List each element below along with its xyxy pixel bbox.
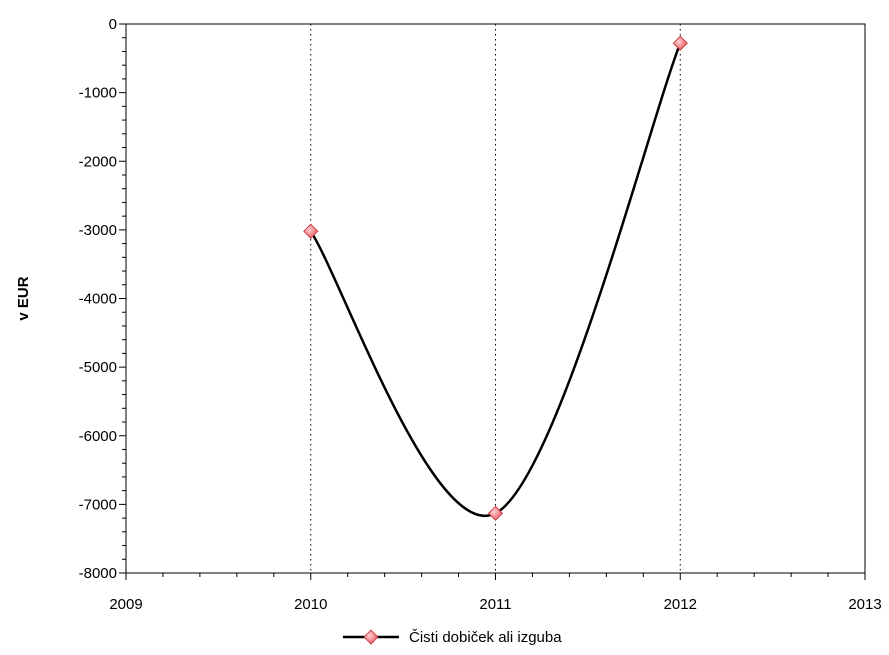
series-layer: [303, 35, 688, 521]
data-point-2010: [303, 223, 319, 239]
y-tick-label: -7000: [79, 496, 117, 513]
y-tick-label: -1000: [79, 85, 117, 102]
data-point-2011: [487, 505, 504, 521]
x-tick-label: 2009: [109, 596, 142, 613]
y-axis-title: v EUR: [15, 276, 32, 320]
x-tick-label: 2011: [479, 596, 511, 613]
y-tick-label: -8000: [79, 565, 117, 582]
plot-area: [125, 23, 866, 574]
grid-layer: [310, 24, 681, 573]
axes: 0 -1000 -2000 -3000 -4000 -5000 -6000 -7000 -800…: [79, 16, 882, 613]
data-point-2012: [672, 35, 688, 51]
x-tick-label: 2010: [294, 596, 327, 613]
legend: Čisti dobiček ali izguba: [343, 629, 562, 646]
y-tick-label: -6000: [79, 428, 117, 445]
legend-marker-diamond: [363, 629, 379, 645]
y-tick-label: -3000: [79, 222, 117, 239]
y-tick-label: -5000: [79, 359, 117, 376]
legend-label: Čisti dobiček ali izguba: [409, 629, 562, 646]
y-tick-label: -4000: [79, 291, 117, 308]
x-tick-label: 2012: [664, 596, 697, 613]
y-tick-label: -2000: [79, 153, 117, 170]
y-tick-label: 0: [109, 16, 117, 33]
x-tick-label: 2013: [848, 596, 881, 613]
